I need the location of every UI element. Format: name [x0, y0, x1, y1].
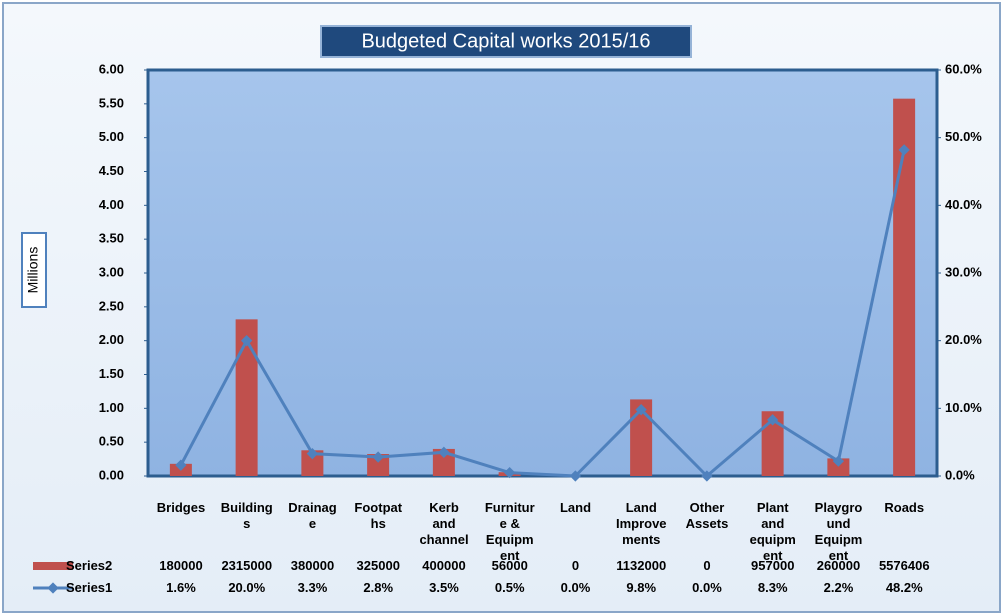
marker — [569, 470, 582, 482]
y-tick-label: 1.00 — [99, 400, 124, 415]
x-tick-label: Land Improve ments — [615, 500, 667, 547]
data-table-value: 0 — [571, 558, 580, 573]
x-tick-label: Furnitur e & Equipm ent — [484, 500, 535, 563]
chart-title: Budgeted Capital works 2015/16 — [361, 30, 650, 52]
data-table-value: 1.6% — [166, 580, 196, 595]
x-tick-label: Drainag e — [288, 500, 337, 531]
y2-tick-label: 60.0% — [945, 61, 982, 76]
x-tick-label: Playgro und Equipm ent — [814, 500, 863, 563]
x-tick-label: Building s — [220, 500, 273, 531]
marker — [898, 144, 910, 156]
data-table-value: 0.0% — [692, 580, 722, 595]
x-tick-label: Kerb and channel — [419, 500, 469, 547]
marker — [503, 466, 516, 479]
y-tick-label: 0.00 — [99, 467, 124, 482]
data-table-value: 56000 — [491, 558, 528, 573]
data-table-value: 20.0% — [228, 580, 266, 595]
y-tick-label: 4.00 — [99, 197, 124, 212]
data-table-value: 3.3% — [297, 580, 328, 595]
data-table-value: 380000 — [290, 558, 335, 573]
bar — [893, 98, 916, 476]
bar — [630, 399, 653, 476]
data-table-value: 3.5% — [429, 580, 459, 595]
marker — [372, 451, 384, 463]
y-tick-label: 6.00 — [99, 61, 124, 76]
bar — [432, 448, 455, 476]
y-tick-label: 4.50 — [99, 163, 124, 178]
legend-label: Series1 — [66, 580, 113, 595]
data-table-value: 0.5% — [494, 580, 525, 595]
y2-tick-label: 30.0% — [945, 264, 982, 279]
plot-area — [146, 68, 939, 478]
y-tick-label: 0.50 — [99, 434, 124, 449]
data-table-value: 180000 — [159, 558, 203, 573]
x-tick-label: Other Assets — [685, 500, 729, 531]
data-table-value: 2315000 — [221, 558, 273, 573]
legend-label: Series2 — [66, 558, 113, 573]
marker — [240, 335, 253, 347]
line — [179, 149, 906, 479]
data-table-value: 1132000 — [616, 558, 667, 573]
data-table-value: 8.3% — [757, 580, 788, 595]
x-tick-label: Plant and equipm ent — [749, 500, 796, 563]
marker — [438, 446, 450, 458]
marker — [832, 455, 845, 467]
marker — [635, 404, 647, 416]
x-tick-label: Bridges — [156, 500, 206, 515]
y2-tick-label: 10.0% — [945, 400, 982, 415]
title-box — [320, 25, 692, 58]
bar — [367, 454, 390, 476]
data-table-value: 260000 — [816, 558, 861, 573]
bar — [301, 450, 324, 476]
x-tick-label: Footpat hs — [354, 500, 403, 531]
data-table-value: 48.2% — [885, 580, 923, 595]
x-tick-label: Land — [559, 500, 592, 515]
y2-tick-label: 20.0% — [945, 332, 982, 347]
y-label-box — [21, 232, 47, 308]
legend-key — [33, 562, 73, 570]
y-axis-label: Millions — [25, 247, 41, 294]
data-table-value: 0 — [703, 558, 711, 573]
x-tick-label: Roads — [884, 500, 925, 515]
y-tick-label: 5.50 — [99, 95, 124, 110]
y-tick-label: 2.00 — [99, 332, 124, 347]
data-table-value: 957000 — [751, 558, 795, 573]
marker — [701, 470, 713, 482]
y-tick-label: 2.50 — [99, 298, 124, 313]
bar — [235, 319, 258, 476]
data-table-value: 5576406 — [878, 558, 930, 573]
data-table-value: 325000 — [356, 558, 400, 573]
y2-tick-label: 0.0% — [945, 467, 975, 482]
data-table-value: 2.2% — [823, 580, 854, 595]
marker — [175, 459, 187, 471]
data-table-value: 9.8% — [626, 580, 657, 595]
y-tick-label: 5.00 — [99, 129, 124, 144]
y2-tick-label: 50.0% — [945, 129, 982, 144]
data-table-value: 0.0% — [560, 580, 591, 595]
legend-key — [47, 582, 59, 594]
bar — [827, 458, 850, 476]
y2-tick-label: 40.0% — [945, 197, 982, 212]
y-tick-label: 1.50 — [99, 366, 124, 381]
data-table-value: 400000 — [422, 558, 466, 573]
bar — [761, 411, 784, 476]
data-table-value: 2.8% — [363, 580, 394, 595]
marker — [306, 448, 319, 460]
y-tick-label: 3.50 — [99, 231, 124, 246]
marker — [766, 414, 779, 426]
y-tick-label: 3.00 — [99, 264, 124, 279]
